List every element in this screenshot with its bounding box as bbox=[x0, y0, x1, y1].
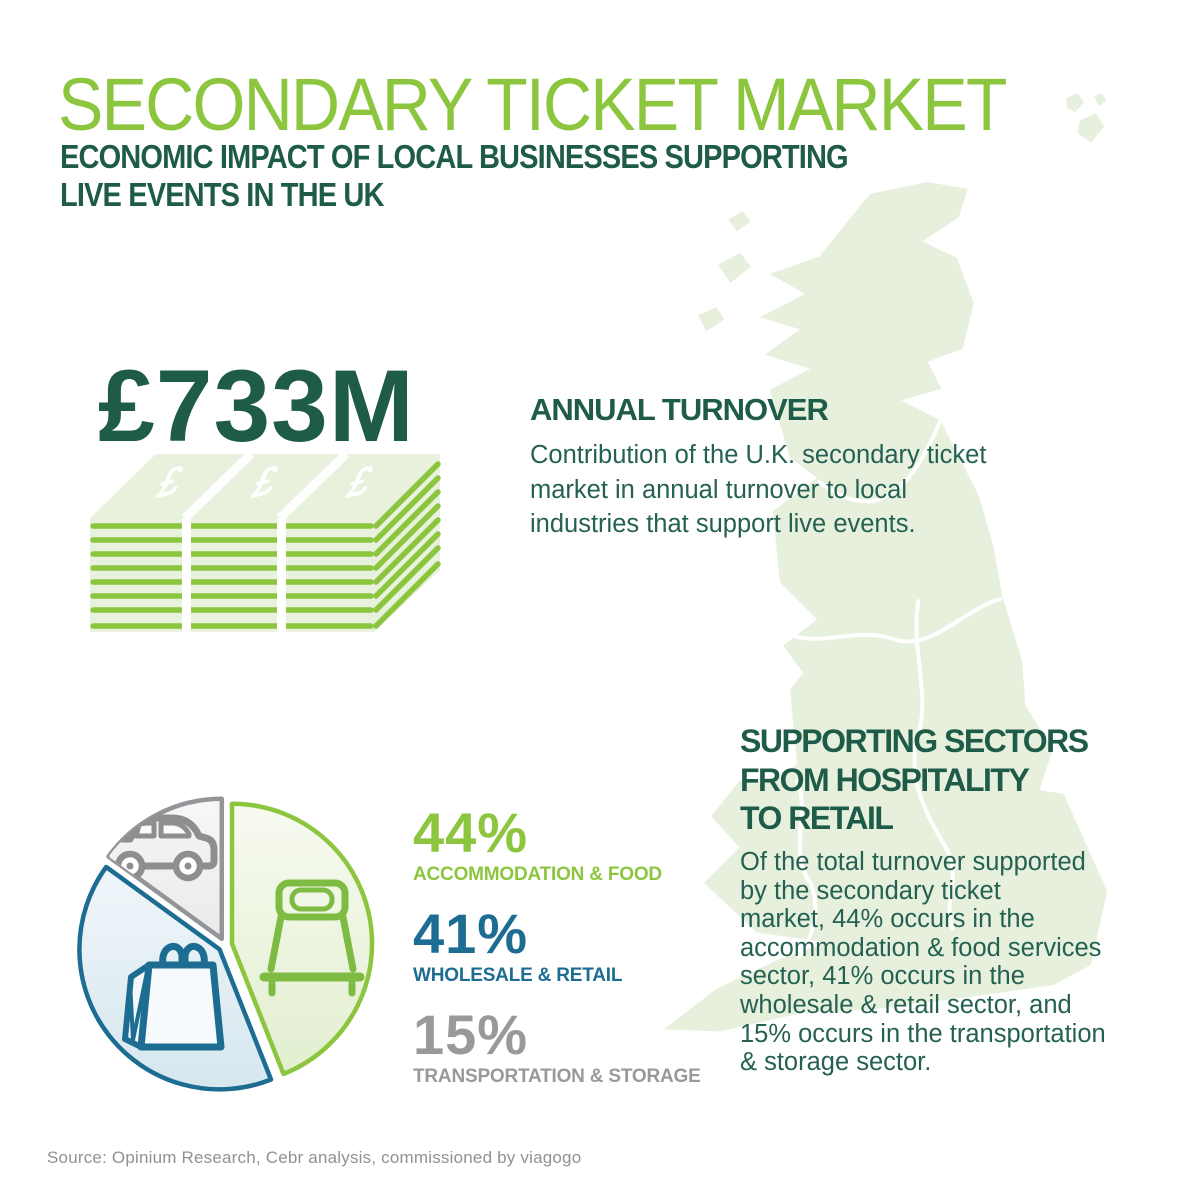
legend-value: 44% bbox=[413, 801, 529, 864]
bed-icon bbox=[259, 879, 365, 997]
uk-map-silhouette bbox=[663, 93, 1108, 1032]
great-britain-outline bbox=[663, 181, 1108, 1032]
legend-value: 41% bbox=[413, 902, 529, 965]
money-front-stripes bbox=[90, 523, 374, 629]
map-internal-borders bbox=[783, 420, 1003, 959]
annual-turnover-description: Contribution of the U.K. secondary ticke… bbox=[530, 441, 987, 538]
legend-item-wholesale-retail: 41% WHOLESALE & RETAIL bbox=[413, 902, 623, 987]
legend-value: 15% bbox=[413, 1003, 529, 1066]
money-top-face bbox=[90, 454, 440, 518]
sector-pie-chart bbox=[77, 796, 375, 1092]
annual-turnover-amount: £733M bbox=[98, 349, 415, 463]
supporting-sectors-heading: SUPPORTING SECTORS FROM HOSPITALITY TO R… bbox=[740, 723, 1089, 836]
money-stack-illustration: £ £ £ bbox=[90, 450, 441, 632]
page-title: SECONDARY TICKET MARKET bbox=[58, 63, 1007, 146]
page-subtitle: ECONOMIC IMPACT OF LOCAL BUSINESSES SUPP… bbox=[60, 138, 849, 213]
hebrides-islands bbox=[698, 211, 751, 332]
pie-slice-accommodation-food bbox=[229, 801, 375, 1077]
money-front-face bbox=[90, 518, 374, 632]
legend-label: WHOLESALE & RETAIL bbox=[413, 965, 623, 986]
supporting-sectors-description: Of the total turnover supported by the s… bbox=[740, 848, 1106, 1077]
money-side-face bbox=[374, 454, 440, 632]
legend-label: ACCOMMODATION & FOOD bbox=[413, 864, 662, 885]
legend-item-transportation-storage: 15% TRANSPORTATION & STORAGE bbox=[413, 1003, 701, 1088]
shopping-bag-icon bbox=[122, 943, 225, 1051]
legend-item-accommodation-food: 44% ACCOMMODATION & FOOD bbox=[413, 801, 662, 886]
source-attribution: Source: Opinium Research, Cebr analysis,… bbox=[47, 1148, 582, 1167]
legend-label: TRANSPORTATION & STORAGE bbox=[413, 1066, 701, 1087]
annual-turnover-heading: ANNUAL TURNOVER bbox=[530, 392, 829, 427]
money-side-stripes bbox=[373, 461, 441, 629]
shetland-islands bbox=[1066, 93, 1107, 143]
